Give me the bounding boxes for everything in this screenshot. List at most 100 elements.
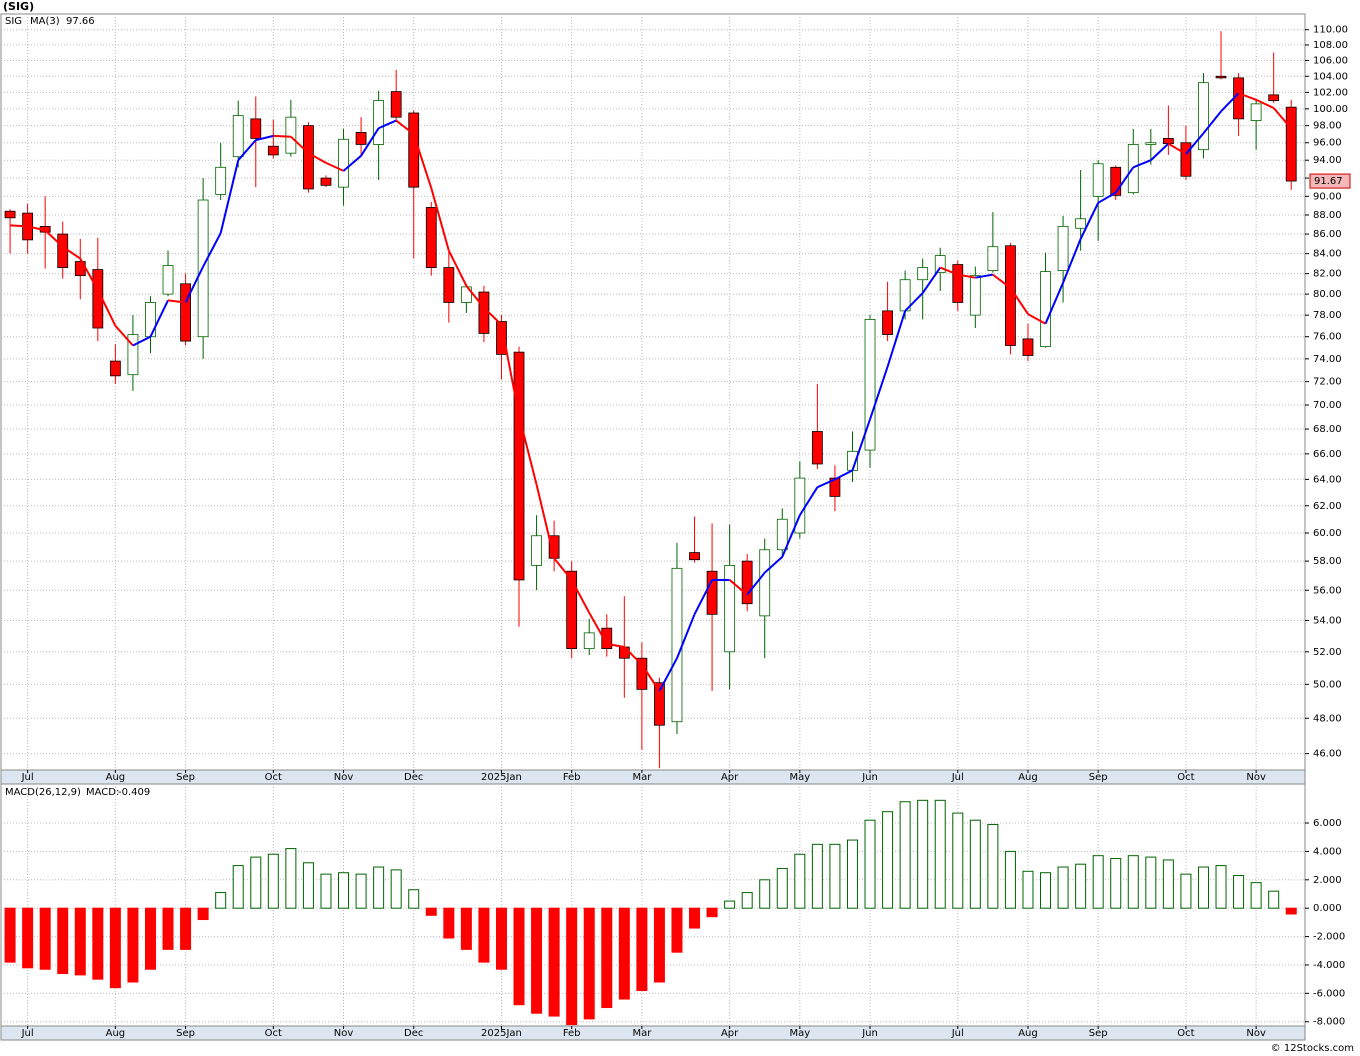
candle-body xyxy=(601,627,613,650)
ma-segment xyxy=(728,579,748,596)
ma-segment xyxy=(44,229,64,248)
y-tick-label: 70.00 xyxy=(1313,400,1342,411)
y-tick-label: 2.000 xyxy=(1313,875,1342,886)
macd-bar xyxy=(425,907,437,916)
x-tick-label: Feb xyxy=(563,772,581,783)
candle-body xyxy=(829,477,841,497)
y-tick-label: 88.00 xyxy=(1313,210,1342,221)
candle-body xyxy=(934,255,946,274)
macd-bar xyxy=(601,907,613,1009)
candle-body xyxy=(1092,163,1104,197)
x-axis-band xyxy=(0,769,1306,785)
footer: © 12Stocks.com xyxy=(1271,1043,1354,1054)
ma-segment xyxy=(992,273,1012,289)
y-tick-label: 72.00 xyxy=(1313,377,1342,388)
macd-bar xyxy=(1040,872,1052,909)
ma-segment xyxy=(1150,142,1170,161)
ma-segment xyxy=(219,159,240,234)
x-tick-label: Dec xyxy=(404,1028,423,1039)
ma-segment xyxy=(430,187,450,251)
x-tick-label: Aug xyxy=(1018,1028,1038,1039)
macd-bar xyxy=(232,865,244,909)
macd-bar xyxy=(1268,890,1280,909)
candle-body xyxy=(232,115,244,158)
candle-body xyxy=(776,518,788,551)
ma-segment xyxy=(641,664,661,692)
ma-segment xyxy=(412,133,433,189)
candle-body xyxy=(1198,82,1209,151)
candle-body xyxy=(338,138,349,188)
candle-body xyxy=(425,207,437,268)
ma-segment xyxy=(764,556,783,574)
y-tick-label: 50.00 xyxy=(1313,679,1342,690)
macd-bar xyxy=(706,907,718,918)
ma-segment xyxy=(1114,166,1135,194)
candle-body xyxy=(215,166,227,195)
ma-segment xyxy=(921,266,942,294)
candle-body xyxy=(759,549,771,617)
candle-body xyxy=(1110,166,1122,196)
macd-bar xyxy=(320,873,332,909)
macd-bar xyxy=(1180,873,1192,909)
candle-body xyxy=(531,535,542,566)
x-axis-band xyxy=(0,1025,1306,1041)
candle-body xyxy=(952,264,964,303)
x-tick-label: Aug xyxy=(1018,772,1038,783)
candle-body xyxy=(443,267,455,303)
ma-segment xyxy=(465,285,485,309)
macd-bar xyxy=(250,856,262,909)
macd-bar xyxy=(566,907,578,1026)
macd-bar xyxy=(987,823,999,909)
ma-segment xyxy=(570,579,591,614)
ma-segment xyxy=(360,127,380,157)
y-tick-label: 0.000 xyxy=(1313,903,1342,914)
y-tick-label: 98.00 xyxy=(1313,121,1342,132)
ma-segment xyxy=(1062,238,1082,284)
macd-bar xyxy=(1110,858,1122,909)
macd-bar xyxy=(618,907,630,1000)
ma-segment xyxy=(904,292,924,312)
y-tick-label: -2.000 xyxy=(1313,932,1345,943)
y-tick-label: 106.00 xyxy=(1313,55,1348,66)
macd-bar xyxy=(759,879,771,909)
macd-bar xyxy=(724,900,736,909)
y-tick-label: 96.00 xyxy=(1313,138,1342,149)
candle-body xyxy=(355,132,367,145)
legend-macd-value: -0.409 xyxy=(118,787,150,798)
candle-body xyxy=(180,283,191,342)
macd-bar xyxy=(162,907,174,950)
y-tick-label: 76.00 xyxy=(1313,332,1342,343)
y-tick-label: 54.00 xyxy=(1313,615,1342,626)
macd-bar xyxy=(1250,882,1262,909)
candle-body xyxy=(671,567,683,723)
ma-segment xyxy=(746,572,766,596)
macd-bar xyxy=(548,907,560,1017)
candle-body xyxy=(285,116,297,154)
candle-body xyxy=(1022,338,1034,356)
x-tick-label: Mar xyxy=(632,1028,652,1039)
macd-bar xyxy=(636,907,648,992)
y-tick-label: 82.00 xyxy=(1313,269,1342,280)
macd-bar xyxy=(127,907,139,983)
x-tick-label: Nov xyxy=(334,772,354,783)
x-tick-label: Sep xyxy=(1089,772,1108,783)
y-tick-label: -8.000 xyxy=(1313,1017,1345,1028)
y-tick-label: 86.00 xyxy=(1313,229,1342,240)
candle-body xyxy=(478,291,490,334)
candle-body xyxy=(741,560,753,605)
macd-bar xyxy=(1215,865,1227,909)
ma-segment xyxy=(886,310,907,368)
macd-bar xyxy=(1145,856,1157,909)
ma-segment xyxy=(114,325,134,347)
ma-segment xyxy=(79,258,99,291)
ma-segment xyxy=(1272,107,1292,130)
candle-body xyxy=(390,91,402,118)
x-tick-label: Aug xyxy=(106,1028,126,1039)
candle-body xyxy=(373,100,385,145)
candle-body xyxy=(267,145,279,156)
macd-bar xyxy=(899,801,911,909)
x-tick-label: Sep xyxy=(1089,1028,1108,1039)
candle-body xyxy=(618,646,630,659)
x-tick-label: May xyxy=(789,1028,810,1039)
candle-body xyxy=(109,360,121,377)
